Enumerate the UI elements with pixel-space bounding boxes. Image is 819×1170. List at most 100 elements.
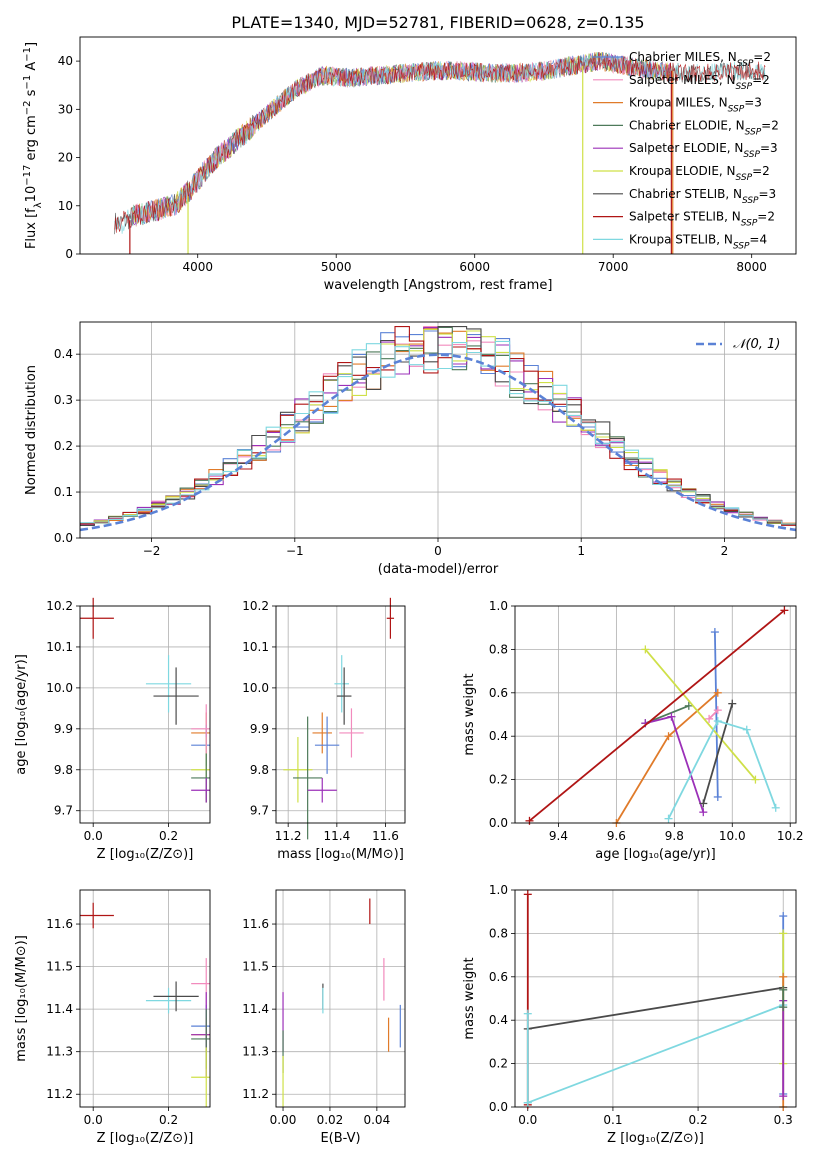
axes-frame [79,605,211,824]
line-series [702,703,734,804]
y-tick-label: 0.8 [489,642,508,656]
x-axis-label: Z [log₁₀(Z/Z⊙)] [607,1131,704,1146]
y-tick-label: 10.0 [46,681,73,695]
y-tick-label: 10.2 [242,599,269,613]
spectrum-line [130,53,672,226]
x-tick-label: 4000 [182,260,213,274]
legend-entry: Kroupa MILES, NSSP=3 [629,96,762,115]
x-axis-label: Z [log₁₀(Z/Z⊙)] [97,847,194,862]
y-tick-label: 9.8 [54,763,73,777]
x-tick-label: 0.1 [603,1113,622,1127]
y-tick-label: 11.3 [46,1045,73,1059]
y-tick-label: 11.3 [242,1045,269,1059]
x-tick-label: 0.2 [159,1113,178,1127]
y-tick-label: 11.2 [242,1087,269,1101]
x-tick-label: 0.3 [774,1113,793,1127]
x-tick-label: 8000 [736,260,767,274]
histogram-series [80,326,796,526]
x-tick-label: 0.0 [84,1113,103,1127]
legend-entry: Chabrier STELIB, NSSP=3 [629,187,776,206]
line-series [667,719,777,820]
line-series [527,1004,784,1104]
axes-frame [79,321,797,539]
y-tick-label: 0.6 [489,686,508,700]
axes-mass_vs_Z: 0.0 0.2 11.2 11.3 11.4 11.5 11.6 Z [log₁₀(Z/Z⊙)… [14,889,211,1146]
axes-age_vs_mass: 11.2 11.4 11.6 9.7 9.8 9.9 10.0 10.1 10.2 mass [l… [242,597,406,862]
y-axis-label: mass weight [462,673,477,755]
axes-mass_vs_ebv: 0.00 0.02 0.04 11.2 11.3 11.4 11.5 11.6 E(B-V) [242,889,406,1146]
y-tick-label: 0.2 [489,773,508,787]
x-tick-label: −2 [143,544,161,558]
y-tick-label: 0.0 [489,1100,508,1114]
legend-entry: Kroupa STELIB, NSSP=4 [629,232,767,251]
y-tick-label: 11.5 [46,960,73,974]
x-tick-label: 11.2 [275,829,302,843]
x-axis-label: age [log₁₀(age/yr)] [595,847,716,862]
axes-spectrum: 4000 5000 6000 7000 8000 0 10 20 30 40 wavelength … [22,36,797,293]
y-tick-label: 1.0 [489,599,508,613]
y-axis-label: age [log₁₀(age/yr)] [14,654,29,775]
y-tick-label: 0.2 [54,439,73,453]
x-tick-label: 5000 [321,260,352,274]
legend-entry: Chabrier ELODIE, NSSP=2 [629,118,779,137]
x-tick-label: 6000 [459,260,490,274]
axes-age_vs_Z: 0.0 0.2 9.7 9.8 9.9 10.0 10.1 10.2 Z [log₁₀(Z/Z⊙… [14,597,211,862]
legend-entry: 𝒩(0, 1) [733,337,780,352]
line-series [714,631,719,798]
axes-frame [275,889,406,1108]
line-series [644,648,757,781]
line-series [645,704,690,725]
x-axis-label: (data-model)/error [378,562,499,577]
x-axis-label: wavelength [Angstrom, rest frame] [324,278,553,293]
y-tick-label: 0.0 [489,816,508,830]
x-tick-label: 0.00 [270,1113,297,1127]
y-tick-label: 20 [58,151,73,165]
y-axis-label: mass [log₁₀(M/M⊙)] [14,935,29,1062]
y-tick-label: 9.7 [250,804,269,818]
y-tick-label: 11.6 [46,917,73,931]
y-tick-label: 0.4 [54,347,73,361]
legend-entry: Kroupa ELODIE, NSSP=2 [629,164,770,183]
line-series [527,986,784,1030]
x-tick-label: 9.6 [607,829,626,843]
y-tick-label: 10.2 [46,599,73,613]
y-tick-label: 10.1 [242,640,269,654]
normal-curve [79,353,797,532]
x-tick-label: 0.02 [317,1113,344,1127]
x-tick-label: 9.4 [549,829,568,843]
y-tick-label: 9.9 [250,722,269,736]
y-tick-label: 30 [58,102,73,116]
spectrum-line [114,52,766,233]
axes-frame [275,605,406,824]
y-tick-label: 0.4 [489,1013,508,1027]
spectrum-line [130,52,672,224]
y-tick-label: 0.8 [489,926,508,940]
y-axis-label: Flux [fλ10−17 erg cm−2 s−1 A−1] [22,42,44,249]
x-tick-label: 9.8 [665,829,684,843]
y-tick-label: 0.1 [54,485,73,499]
axes-frame [514,889,797,1108]
y-tick-label: 0.6 [489,970,508,984]
y-tick-label: 9.8 [250,763,269,777]
y-tick-label: 10.0 [242,681,269,695]
x-tick-label: −1 [286,544,304,558]
spectrum-line [130,52,672,226]
y-tick-label: 11.4 [242,1002,269,1016]
y-tick-label: 0.2 [489,1057,508,1071]
x-tick-label: 11.4 [323,829,350,843]
spectrum-line [130,52,672,227]
y-tick-label: 11.5 [242,960,269,974]
y-tick-label: 40 [58,54,73,68]
y-tick-label: 10 [58,199,73,213]
x-tick-label: 0.2 [689,1113,708,1127]
legend: Chabrier MILES, NSSP=2 Salpeter MILES, NS… [593,50,779,251]
spectrum-line [130,52,672,227]
x-tick-label: 10.0 [719,829,746,843]
y-tick-label: 11.6 [242,917,269,931]
y-tick-label: 1.0 [489,883,508,897]
legend-entry: Salpeter STELIB, NSSP=2 [629,210,775,229]
x-axis-label: E(B-V) [320,1131,360,1146]
figure-title: PLATE=1340, MJD=52781, FIBERID=0628, z=0… [231,13,644,32]
axes-massweight_vs_age: 9.4 9.6 9.8 10.0 10.2 0.0 0.2 0.4 0.6 0.8 1.0 age [… [462,599,804,862]
